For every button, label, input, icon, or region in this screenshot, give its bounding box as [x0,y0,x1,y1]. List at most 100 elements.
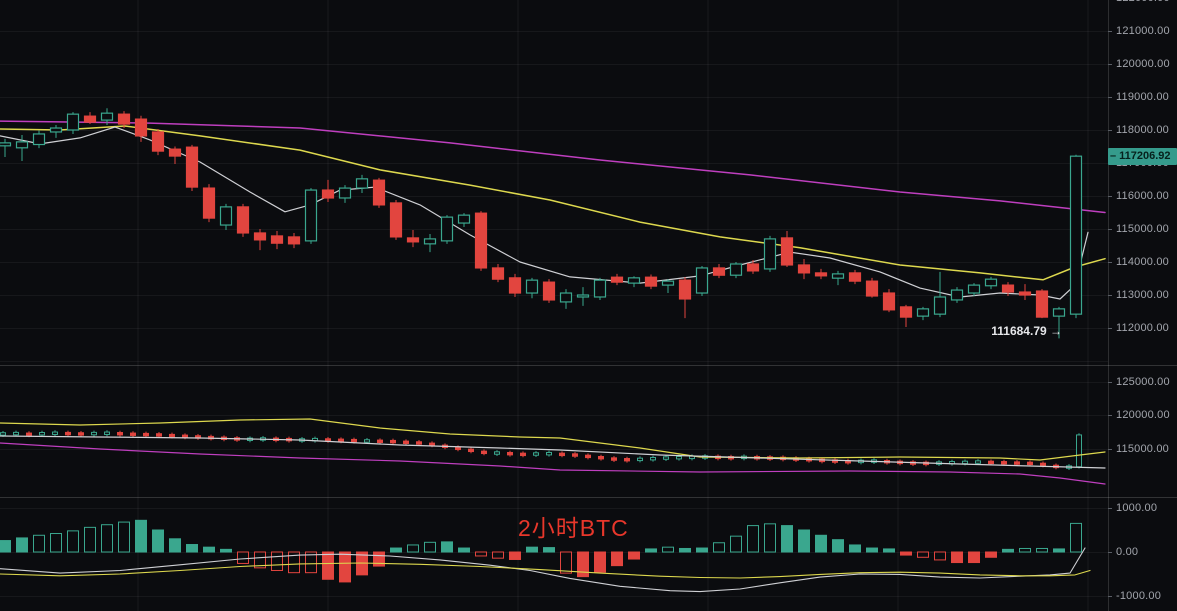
candle-body [389,202,403,238]
mini-candle [65,431,71,436]
macd-yellow [0,562,1091,579]
histogram-bar [339,551,351,583]
mini-candle [585,454,591,459]
overview-panel [0,418,1106,485]
histogram-bar [849,544,861,553]
candle-body [576,294,590,298]
histogram-bar [628,551,640,560]
candle-body [321,189,335,199]
mini-candle [377,439,383,444]
histogram-bar [509,551,521,560]
histogram-bar [118,521,130,553]
macd-panel [0,519,1091,593]
histogram-bar [475,551,487,557]
axis-price-label: 115000.00 [1116,222,1169,235]
mini-candle [416,441,422,445]
price-axis[interactable]: 122000.00 121000.00 120000.00 119000.00 1180… [1108,0,1177,611]
histogram-bar [458,547,470,553]
axis-tick [1108,262,1112,263]
candle-body [899,306,913,318]
histogram-bar [594,551,606,573]
axis-tick [1108,381,1112,383]
mini-candle [351,438,357,443]
axis-price-label: 118000.00 [1116,123,1169,136]
axis-tick [1108,551,1112,553]
axis-price-label: 115000.00 [1116,443,1169,455]
histogram-bar [407,544,419,553]
mini-candle [78,432,84,436]
ma-mid-yellow [0,125,1106,281]
histogram-bar [322,551,334,580]
mini-candle [13,431,19,436]
mini-candle [429,442,435,447]
histogram-bar [390,547,402,553]
histogram-bar [1002,548,1014,553]
histogram-bar [1036,547,1048,553]
low-price-annotation: 111684.79 → [991,324,1062,339]
mini-candle [559,452,565,457]
candle-body [729,263,743,276]
candle-body [117,113,131,125]
histogram-bar [543,547,555,553]
axis-price-label: 120000.00 [1116,57,1170,70]
candle-body [338,187,352,199]
axis-tick [1108,129,1112,131]
candle-body [15,141,29,149]
candle-body [372,179,386,206]
mini-candle [455,446,461,451]
mini-candle [663,456,669,460]
mini-candle [494,451,500,455]
candle-body [848,272,862,282]
last-price-tag: – 117206.92 [1108,147,1177,165]
ma-slow-magenta [0,120,1106,214]
mini-candle [624,458,630,462]
mini-candle [520,452,526,457]
histogram-bar [611,551,623,567]
histogram-bar [271,551,283,571]
histogram-bar [288,551,300,574]
histogram-bar [968,551,980,564]
histogram-bar [305,551,317,574]
mini-candle [481,450,487,455]
axis-tick [1108,595,1112,597]
axis-price-label: 121000.00 [1116,24,1170,37]
candle-body [202,187,216,219]
histogram-bar [645,548,657,553]
candle-body [916,308,930,317]
axis-price-label: 120000.00 [1116,409,1170,422]
mini-candle [1040,462,1046,467]
histogram-bar [1070,522,1082,553]
candle-body [1035,290,1049,318]
axis-tick [1108,195,1112,197]
candle-body [219,206,233,226]
axis-tick [1108,449,1112,450]
candle-body [0,142,12,147]
mini-candle [403,440,409,445]
candle-body [746,263,760,272]
mini-candle [390,439,396,444]
histogram-bar [662,546,674,553]
mini-candle [1027,461,1033,466]
histogram-bar [951,551,963,564]
histogram-bar [152,529,164,553]
histogram-bar [67,530,79,553]
candle-body [661,280,675,286]
candle-body [644,276,658,287]
mini-candle [507,451,513,456]
mini-candle [52,431,58,435]
mini-candle [104,431,110,435]
candle-body [559,292,573,303]
axis-tick [1108,228,1112,230]
candle-body [610,276,624,283]
candle-body [593,279,607,298]
chart-title-watermark: 2小时BTC [518,515,629,541]
histogram-bar [934,551,946,561]
mini-candle [611,457,617,461]
histogram-bar [815,534,827,553]
candle-body [695,267,709,294]
histogram-bar [0,540,11,553]
mini-candle [156,433,162,437]
histogram-bar [985,551,997,558]
